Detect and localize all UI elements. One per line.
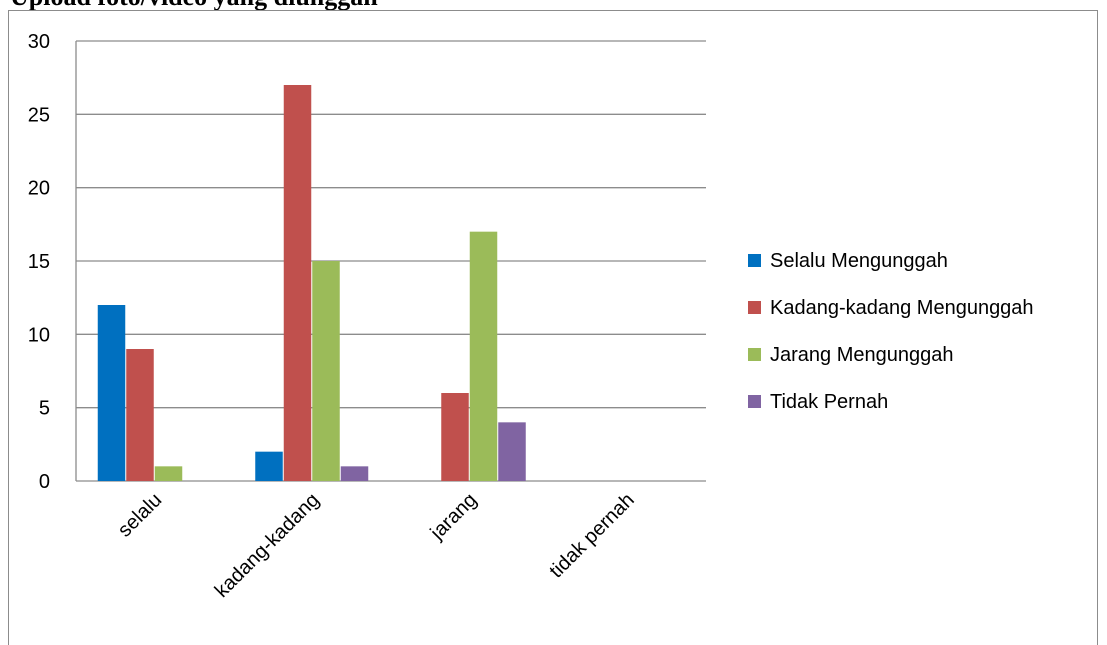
legend-swatch [748,348,761,361]
bar-jarang-1 [441,393,469,481]
legend-swatch [748,254,761,267]
chart-area-border [8,10,1098,645]
bar-kadang-kadang-2 [312,261,340,481]
legend-swatch [748,301,761,314]
bar-selalu-2 [154,466,183,481]
bar-kadang-kadang-3 [340,466,369,481]
legend-label: Kadang-kadang Mengunggah [770,297,1034,319]
x-tick-label: tidak pernah [545,489,638,582]
bars [97,85,526,481]
y-tick-label: 10 [28,324,50,346]
legend-label: Selalu Mengunggah [770,250,948,272]
legend-label: Jarang Mengunggah [770,344,953,366]
y-tick-label: 0 [39,471,50,493]
bar-kadang-kadang-1 [283,85,312,481]
x-tick-labels: selalu kadang-kadang jarang tidak pernah [114,489,639,602]
y-tick-labels: 0 5 10 15 20 25 30 [28,31,50,493]
legend-swatch [748,395,761,408]
chart-title: Upload foto/video yang diunggah [10,0,1090,12]
bar-selalu-0 [97,305,126,481]
y-tick-label: 5 [39,398,50,420]
bar-jarang-2 [469,231,498,481]
legend-label: Tidak Pernah [770,391,888,413]
y-tick-label: 15 [28,251,50,273]
bar-jarang-3 [498,422,526,481]
legend: Selalu Mengunggah Kadang-kadang Mengungga… [748,250,1034,413]
x-tick-label: kadang-kadang [211,489,324,602]
x-tick-label: selalu [114,489,167,542]
bar-kadang-kadang-0 [255,451,283,481]
y-tick-label: 25 [28,104,50,126]
y-tick-label: 20 [28,178,50,200]
bar-selalu-1 [126,349,154,481]
y-tick-label: 30 [28,31,50,53]
x-tick-label: jarang [426,489,482,545]
gridlines [76,40,706,409]
